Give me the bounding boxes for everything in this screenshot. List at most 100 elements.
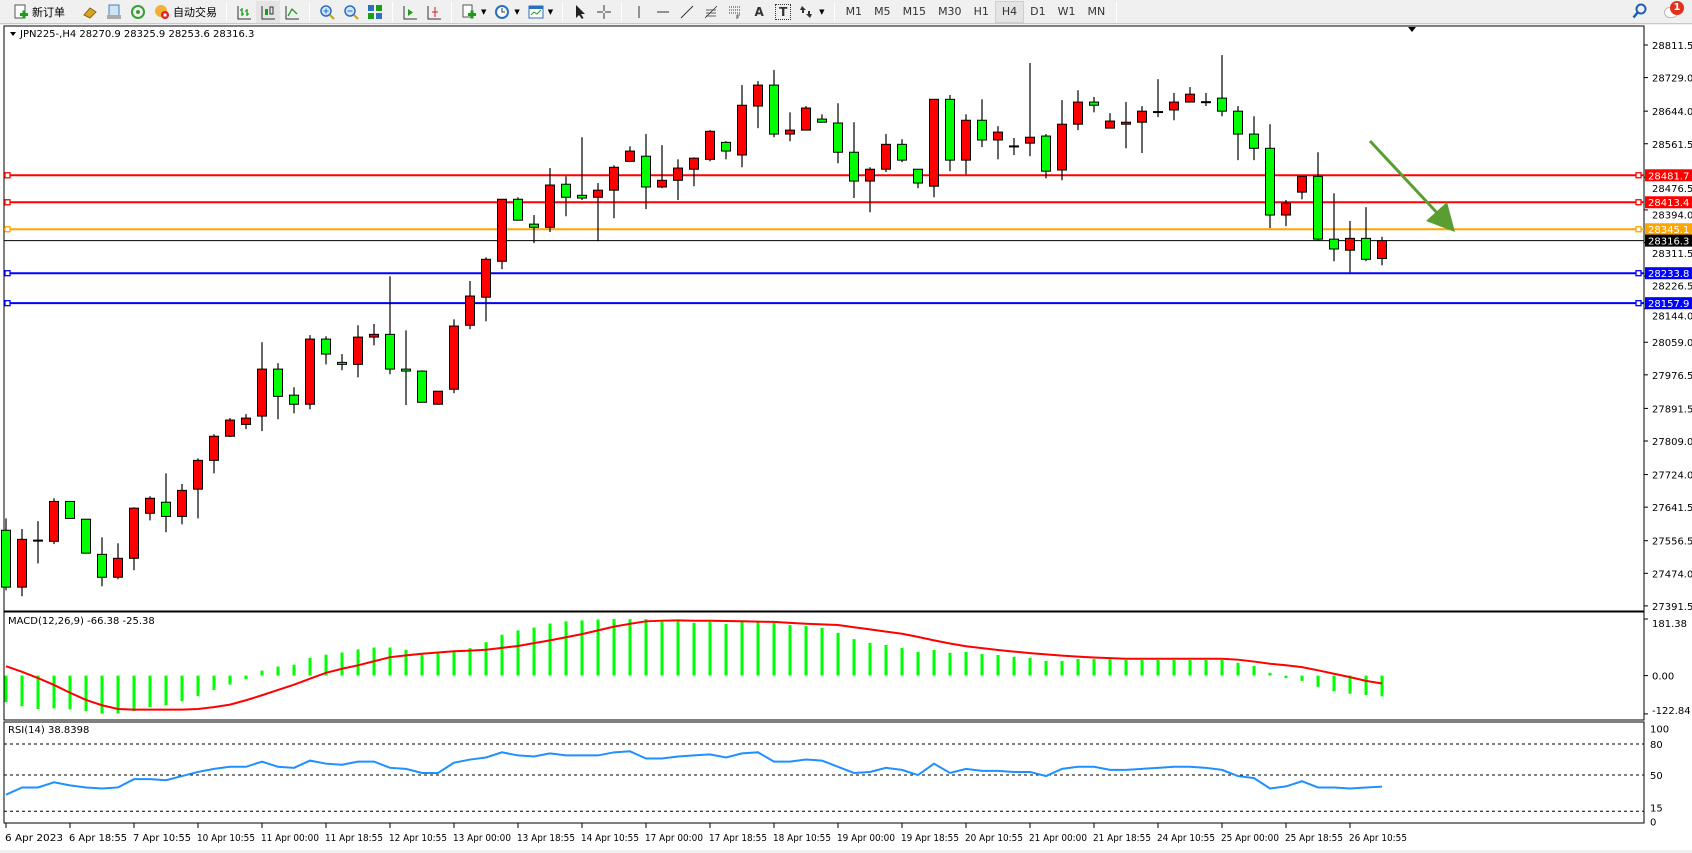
candle[interactable] [993, 126, 1003, 160]
candle[interactable] [209, 434, 219, 474]
candle[interactable] [1025, 62, 1035, 157]
timeframe-w1[interactable]: W1 [1057, 5, 1076, 18]
fibonacci-button[interactable] [699, 1, 723, 23]
chart-shift-button[interactable] [398, 1, 422, 23]
timeframe-m30[interactable]: M30 [938, 5, 962, 18]
autoscroll-button[interactable] [422, 1, 446, 23]
gold-button[interactable] [78, 1, 102, 23]
candle[interactable] [1153, 79, 1163, 118]
text-label-button[interactable]: T [771, 1, 795, 23]
candle[interactable] [1345, 220, 1355, 273]
new-order-button[interactable]: 新订单 [0, 1, 78, 23]
candle[interactable] [465, 281, 475, 330]
chart-shift-marker[interactable] [1408, 27, 1416, 32]
candle[interactable] [449, 319, 459, 394]
candle[interactable] [945, 94, 955, 172]
candle[interactable] [1297, 175, 1307, 200]
timeframe-m15[interactable]: M15 [902, 5, 927, 18]
notifications-button[interactable]: 1 [1662, 1, 1684, 23]
candle[interactable] [417, 370, 427, 403]
candle[interactable] [353, 325, 363, 378]
candle[interactable] [385, 276, 395, 375]
candle[interactable] [753, 81, 763, 129]
candle[interactable] [1281, 200, 1291, 227]
periods-button[interactable]: ▼ [490, 1, 523, 23]
candle[interactable] [1169, 92, 1179, 121]
candle[interactable] [65, 500, 75, 519]
candle[interactable] [1073, 90, 1083, 131]
timeframe-m1[interactable]: M1 [845, 5, 863, 18]
candle[interactable] [785, 112, 795, 142]
candlestick-chart-button[interactable] [256, 0, 280, 23]
candle[interactable] [881, 134, 891, 172]
channel-button[interactable] [723, 1, 747, 23]
level-handle[interactable] [1635, 172, 1642, 179]
candle[interactable] [1201, 92, 1211, 107]
candle[interactable] [1313, 152, 1323, 241]
main-price-panel[interactable] [3, 25, 1645, 612]
candle[interactable] [113, 543, 123, 580]
macd-panel[interactable] [3, 611, 1645, 721]
cursor-button[interactable] [568, 1, 592, 23]
candle[interactable] [33, 521, 43, 564]
candle[interactable] [177, 484, 187, 525]
candle[interactable] [593, 183, 603, 242]
candle[interactable] [897, 139, 907, 163]
candle[interactable] [1361, 207, 1371, 262]
candle[interactable] [129, 507, 139, 571]
level-handle[interactable] [1635, 226, 1642, 233]
candle[interactable] [337, 354, 347, 371]
candle[interactable] [1089, 96, 1099, 113]
candle[interactable] [433, 390, 443, 405]
candle[interactable] [705, 130, 715, 162]
candle[interactable] [1265, 124, 1275, 229]
candle[interactable] [1, 518, 11, 591]
zoom-out-button[interactable] [339, 1, 363, 23]
down-arrow-drawing[interactable] [1368, 139, 1455, 232]
level-handle[interactable] [1635, 270, 1642, 277]
candle[interactable] [1121, 102, 1131, 149]
bar-chart-button[interactable] [232, 1, 256, 23]
search-icon[interactable] [1632, 3, 1648, 22]
candle[interactable] [257, 342, 267, 432]
level-handle[interactable] [4, 199, 11, 206]
candle[interactable] [817, 114, 827, 123]
chart-window[interactable]: 28811.5 28729.0 28644.0 28561.5 28476.5 28394… [0, 25, 1692, 850]
candle[interactable] [529, 215, 539, 244]
candle[interactable] [689, 157, 699, 187]
zoom-in-button[interactable] [315, 1, 339, 23]
candle[interactable] [1185, 87, 1195, 103]
chart-canvas[interactable]: 28811.5 28729.0 28644.0 28561.5 28476.5 28394… [0, 25, 1692, 850]
candle[interactable] [145, 496, 155, 521]
candle[interactable] [49, 498, 59, 545]
candle[interactable] [369, 324, 379, 346]
candle[interactable] [849, 122, 859, 199]
templates-button[interactable]: ▼ [524, 1, 557, 23]
level-handle[interactable] [4, 270, 11, 277]
text-button[interactable]: A [747, 1, 771, 23]
candle[interactable] [833, 103, 843, 164]
level-handle[interactable] [4, 172, 11, 179]
candle[interactable] [801, 106, 811, 131]
candle[interactable] [1233, 106, 1243, 161]
candle[interactable] [401, 330, 411, 406]
crosshair-button[interactable] [592, 1, 616, 23]
level-handle[interactable] [4, 300, 11, 307]
level-handle[interactable] [1635, 199, 1642, 206]
indicators-button[interactable]: ▼ [457, 1, 490, 23]
timeframe-mn[interactable]: MN [1087, 5, 1106, 18]
signals-button[interactable] [126, 1, 150, 23]
candle[interactable] [241, 414, 251, 430]
timeframe-m5[interactable]: M5 [874, 5, 891, 18]
market-watch-button[interactable] [102, 1, 126, 23]
candle[interactable] [321, 336, 331, 365]
candle[interactable] [1329, 193, 1339, 262]
candle[interactable] [305, 335, 315, 410]
candle[interactable] [929, 98, 939, 198]
candle[interactable] [577, 137, 587, 201]
candle[interactable] [1217, 55, 1227, 117]
candle[interactable] [865, 167, 875, 213]
candle[interactable] [673, 159, 683, 201]
chart-menu-triangle-icon[interactable] [10, 32, 16, 36]
candle[interactable] [273, 363, 283, 420]
